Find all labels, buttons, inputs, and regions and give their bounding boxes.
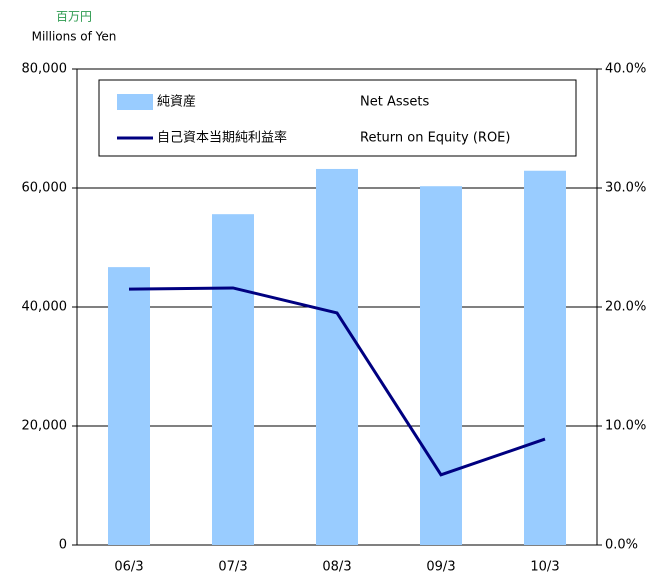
legend-label-en: Return on Equity (ROE)	[360, 131, 510, 146]
legend-swatch	[117, 94, 153, 110]
x-tick-label: 07/3	[218, 560, 247, 575]
unit-label: 百万円	[56, 10, 92, 24]
bar	[524, 170, 566, 545]
y-tick-label: 20,000	[22, 419, 68, 434]
bar	[108, 267, 150, 545]
x-tick-label: 08/3	[322, 560, 351, 575]
y-tick-label: 40,000	[22, 300, 68, 315]
x-tick-label: 09/3	[426, 560, 455, 575]
y-tick-label: 0	[59, 538, 67, 553]
y-tick-label: 60,000	[22, 181, 68, 196]
unit-label-en: Millions of Yen	[32, 30, 117, 44]
y2-tick-label: 10.0%	[605, 419, 646, 434]
x-tick-label: 10/3	[530, 560, 559, 575]
bar	[212, 214, 254, 545]
y2-tick-label: 20.0%	[605, 300, 646, 315]
y2-tick-label: 40.0%	[605, 62, 646, 77]
bar	[420, 186, 462, 545]
x-tick-label: 06/3	[114, 560, 143, 575]
bar	[316, 168, 358, 545]
legend-label: 自己資本当期純利益率	[157, 130, 287, 146]
y2-tick-label: 0.0%	[605, 538, 638, 553]
legend-box	[98, 79, 577, 157]
line	[128, 286, 546, 477]
y-tick-label: 80,000	[22, 62, 68, 77]
y2-tick-label: 30.0%	[605, 181, 646, 196]
legend-label-en: Net Assets	[360, 95, 429, 110]
legend-label: 純資産	[157, 94, 196, 110]
